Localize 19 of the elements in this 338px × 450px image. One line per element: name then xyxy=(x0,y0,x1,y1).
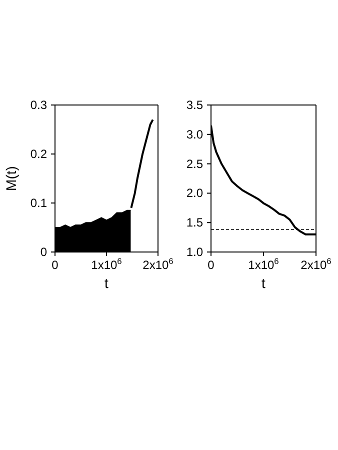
y-tick-label: 3.5 xyxy=(186,98,204,112)
x-axis-title: t xyxy=(104,275,109,291)
y-tick-label: 0 xyxy=(40,245,48,259)
y-tick-label: 2.0 xyxy=(186,186,204,200)
y-tick-label: 0.2 xyxy=(30,147,48,161)
x-tick-label: 1x10$^{6}$ xyxy=(248,256,280,272)
x-tick-label: 0 xyxy=(208,258,215,272)
y-tick-label: 3.0 xyxy=(186,127,204,142)
y-axis-title: M(t) xyxy=(2,166,19,191)
y-tick-label: 1.5 xyxy=(186,216,204,230)
y-tick-label: 1.0 xyxy=(186,245,204,259)
x-tick-label: 2x10$^{6}$ xyxy=(142,256,174,272)
x-tick-label: 2x10$^{6}$ xyxy=(300,256,332,272)
x-axis-title: t xyxy=(262,275,266,291)
y-tick-label: 0.1 xyxy=(30,196,48,210)
x-tick-label: 0 xyxy=(52,258,59,272)
y-tick-label: 2.5 xyxy=(186,156,204,171)
x-tick-label: 1x10$^{6}$ xyxy=(91,256,122,272)
y-tick-label: 0.3 xyxy=(30,98,48,112)
